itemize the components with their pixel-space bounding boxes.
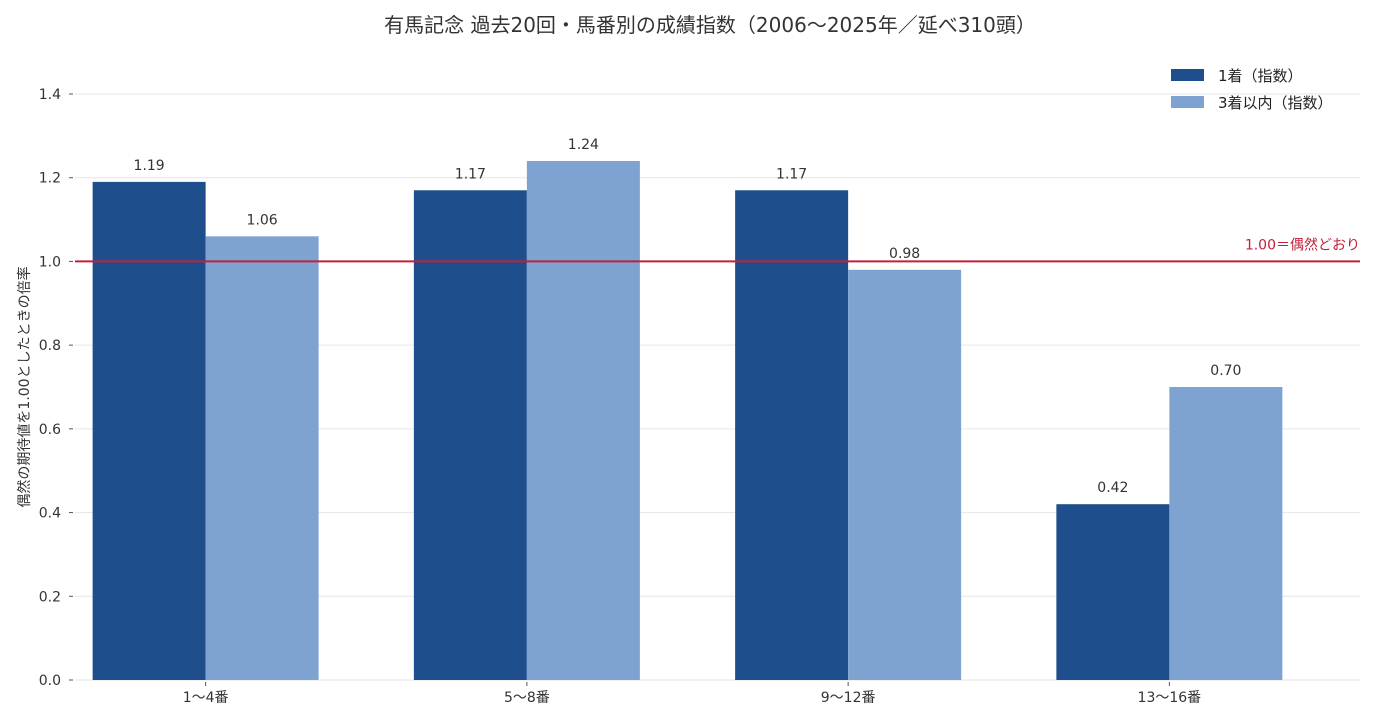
chart-title: 有馬記念 過去20回・馬番別の成績指数（2006〜2025年／延べ310頭） [384,13,1036,37]
reference-line-group: 1.00＝偶然どおり [75,236,1360,263]
bar-value-label: 1.24 [568,137,599,153]
x-tick-label: 5〜8番 [504,690,550,706]
bar [848,269,962,680]
bar [526,160,640,680]
bar [205,236,319,681]
bar [1056,504,1170,680]
legend: 1着（指数） 3着以内（指数） [1171,67,1333,112]
y-tick-label: 0.4 [39,506,61,522]
bar [1169,387,1283,680]
y-tick-label: 0.8 [39,338,61,354]
bar-value-label: 1.19 [134,158,165,174]
bar-value-label: 1.17 [455,166,486,182]
bar-value-label: 1.06 [247,212,278,228]
bar [92,181,206,680]
y-tick-label: 0.6 [39,422,61,438]
legend-label: 1着（指数） [1218,67,1303,85]
legend-swatch [1171,96,1204,108]
bar-value-label: 0.70 [1210,363,1241,379]
bars: 1.19 1.06 1.17 1.24 1.17 0.98 0.42 0.70 [92,137,1283,681]
bar [413,190,527,680]
bar-value-label: 0.98 [889,246,920,262]
bar-value-label: 0.42 [1097,480,1128,496]
y-axis: 0.0 0.2 0.4 0.6 0.8 1.0 1.2 1.4 [39,87,73,689]
x-tick-label: 1〜4番 [183,690,229,706]
legend-label: 3着以内（指数） [1218,94,1333,112]
y-tick-label: 0.0 [39,673,61,689]
y-tick-label: 1.2 [39,171,61,187]
x-axis: 1〜4番 5〜8番 9〜12番 13〜16番 [183,682,1201,706]
legend-swatch [1171,69,1204,81]
reference-line-label: 1.00＝偶然どおり [1245,236,1360,253]
y-tick-label: 1.4 [39,87,61,103]
bar [735,190,849,680]
x-tick-label: 13〜16番 [1138,690,1202,706]
x-tick-label: 9〜12番 [821,690,876,706]
y-axis-label: 偶然の期待値を1.00としたときの倍率 [16,266,33,507]
y-tick-label: 0.2 [39,589,61,605]
bar-value-label: 1.17 [776,166,807,182]
y-tick-label: 1.0 [39,254,61,270]
